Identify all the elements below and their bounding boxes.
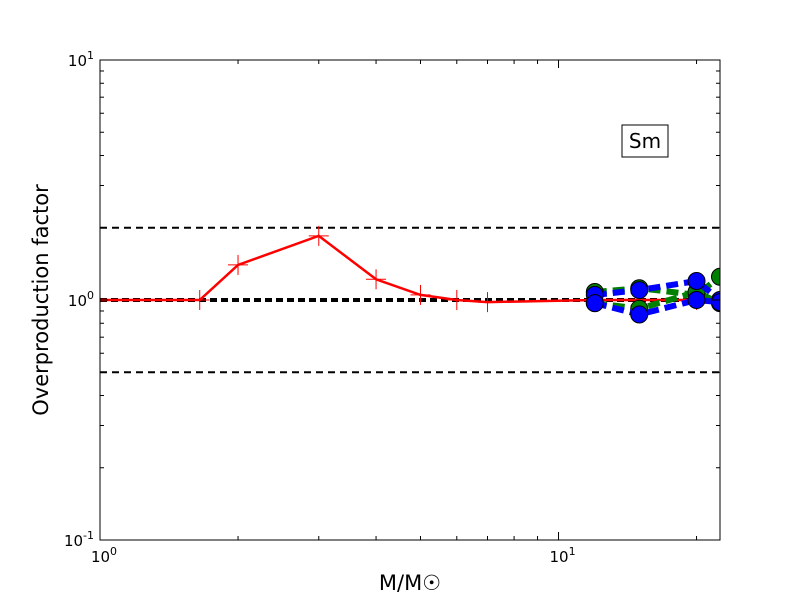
x-tick-label-1: 101 (549, 545, 575, 566)
series-0-point-2 (228, 254, 249, 275)
series-4-point-3 (711, 293, 720, 312)
series-4 (585, 291, 720, 324)
annotation-label: Sm (629, 129, 661, 153)
x-axis-label: M/M☉ (379, 571, 441, 595)
annotation-frame (621, 124, 669, 158)
series-0-point-6 (446, 290, 467, 310)
series-0-point-4 (366, 269, 387, 290)
x-tick-label-0: 100 (91, 545, 117, 566)
y-tick-label-1: 100 (68, 289, 94, 310)
series-0-point-3 (308, 225, 329, 246)
series-0-point-5 (410, 284, 431, 305)
series-4-line (594, 296, 720, 318)
plot-frame (99, 59, 721, 541)
y-axis-label: Overproduction factor (29, 184, 53, 416)
series-4-point-0 (585, 294, 604, 313)
series-3-point-1 (630, 281, 649, 300)
y-tick-label-2: 101 (68, 49, 94, 70)
series-4-point-1 (630, 305, 649, 324)
annotation-box: Sm (621, 124, 669, 158)
series-3-point-2 (687, 271, 706, 290)
series-4-point-2 (687, 291, 706, 309)
y-tick-label-0: 10-1 (64, 529, 94, 550)
series-3-line (594, 277, 720, 303)
series-0-point-1 (189, 290, 210, 310)
series-0-point-7 (477, 292, 498, 313)
series-1-point-3 (711, 267, 720, 286)
